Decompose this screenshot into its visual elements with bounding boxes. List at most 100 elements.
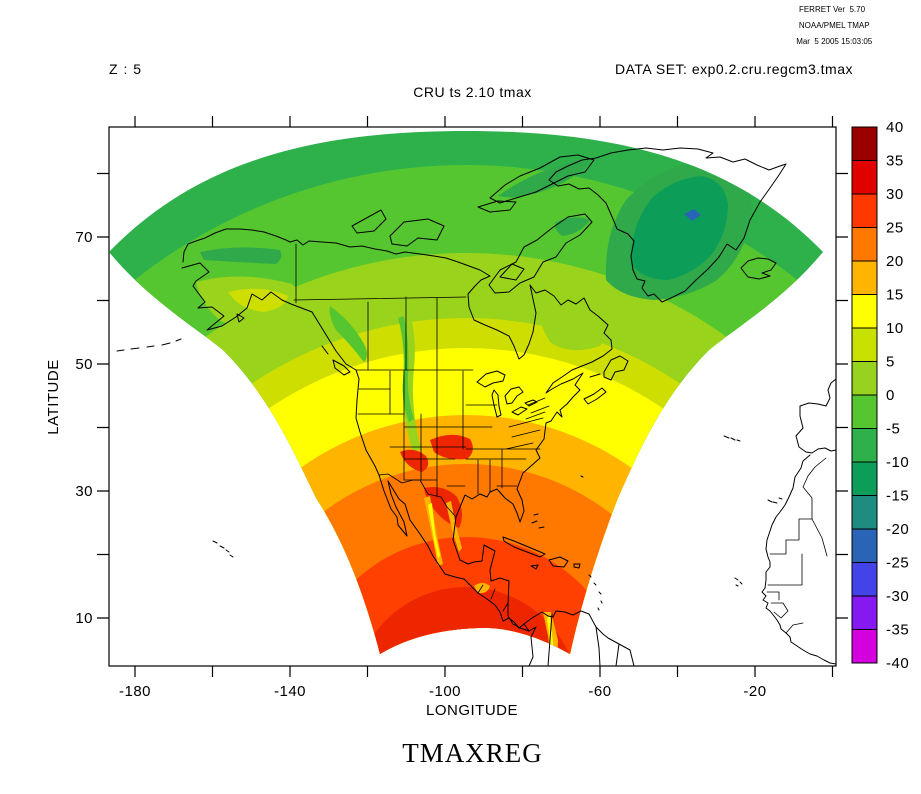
stamp-line-3: Mar 5 2005 15:03:05: [796, 37, 873, 46]
azores: [723, 435, 741, 442]
south-america-coast: [523, 610, 635, 667]
cuba: [502, 536, 546, 558]
colorbar-segment: [851, 260, 878, 295]
sierra-madre-ori-patch: [446, 501, 462, 552]
colorbar-label: -30: [886, 588, 909, 605]
x-tick-label: -140: [274, 683, 306, 700]
colorbar-label: -25: [886, 555, 909, 572]
africa-west-coast: [761, 454, 837, 665]
colorbar-segment: [851, 227, 878, 262]
colorbar-label: 35: [886, 153, 904, 170]
lesser-antilles: [588, 574, 603, 611]
x-axis-title: LONGITUDE: [426, 702, 518, 719]
colorbar-segment: [851, 193, 878, 228]
anticosti-island: [589, 373, 601, 378]
jamaica: [530, 564, 539, 570]
colorbar-label: 15: [886, 287, 904, 304]
newfoundland: [603, 355, 629, 381]
hispaniola: [548, 556, 569, 568]
canary-islands: [767, 497, 783, 504]
baffin-cool-patch: [554, 217, 590, 236]
haida-gwaii: [321, 345, 329, 355]
anomaly-patches: [196, 158, 752, 654]
bermuda: [580, 475, 584, 478]
colorbar-label: 20: [886, 253, 904, 270]
colorbar-segment: [851, 294, 878, 329]
z-level-label: Z : 5: [109, 61, 143, 77]
cape-verde-islands: [734, 577, 743, 587]
y-axis-title: LATITUDE: [45, 359, 62, 434]
ellesmere-island: [489, 154, 595, 204]
colorbar-segment: [851, 428, 878, 463]
ellesmere-cool-patch: [498, 158, 592, 198]
colorbar-label: -20: [886, 521, 909, 538]
iceland-outline: [740, 257, 777, 280]
colorbar-segment: [851, 629, 878, 664]
baffin-island: [488, 213, 593, 294]
y-tick-label: 50: [75, 356, 93, 373]
y-tick-label: 10: [75, 610, 93, 627]
coastlines-layer: [116, 147, 837, 667]
colorbar-segment: [851, 528, 878, 563]
colorbar-label: -10: [886, 454, 909, 471]
lake-michigan: [491, 389, 502, 418]
sierra-madre-occ-core: [428, 503, 440, 558]
southampton-island: [499, 263, 525, 281]
brooks-range-patch: [200, 247, 282, 264]
colorbar-label: 10: [886, 320, 904, 337]
greenland-icecap-patch: [630, 176, 728, 280]
x-tick-label: -20: [743, 683, 766, 700]
y-tick-label: 70: [75, 229, 93, 246]
axis-ticks: [97, 116, 848, 677]
puerto-rico: [573, 563, 581, 569]
south-america-borders: [547, 613, 620, 667]
y-tick-label: 30: [75, 483, 93, 500]
aleutian-islands: [116, 338, 182, 352]
victoria-island: [389, 218, 445, 247]
x-tick-label: -100: [429, 683, 461, 700]
north-america-atlantic-arctic-coast: [182, 228, 613, 632]
greenland-cold-spot: [684, 209, 701, 221]
canada-60n-border: [293, 296, 467, 371]
colorbar: [851, 126, 878, 664]
greenland-outline: [548, 147, 787, 303]
colorbar-label: -15: [886, 488, 909, 505]
colorbar-label: -35: [886, 622, 909, 639]
colorbar-segment: [851, 394, 878, 429]
colorbar-segment: [851, 126, 878, 161]
nova-scotia: [583, 387, 607, 405]
stamp-line-2: NOAA/PMEL TMAP: [798, 21, 870, 30]
colorbar-label: 5: [886, 354, 895, 371]
colorbar-label: 25: [886, 220, 904, 237]
colorbar-label: -5: [886, 421, 900, 438]
colorbar-segment: [851, 160, 878, 195]
x-tick-label: -60: [588, 683, 611, 700]
colorbar-segment: [851, 361, 878, 396]
lake-huron: [504, 386, 524, 405]
lake-superior: [476, 370, 506, 388]
stamp-line-1: FERRET Ver 5.70: [798, 5, 866, 14]
guatemala-highland-patch: [474, 583, 490, 594]
lake-erie: [511, 406, 528, 416]
colorbar-label: 40: [886, 119, 904, 136]
dataset-label: DATA SET: exp0.2.cru.regcm3.tmax: [614, 61, 853, 77]
colorbar-labels: 40 35 30 25 20 15 10 5 0 -5 -10 -15 -20 …: [886, 119, 909, 672]
kodiak-island: [236, 313, 245, 323]
colorbar-label: -40: [886, 655, 909, 672]
x-tick-labels: -180 -140 -100 -60 -20: [119, 683, 766, 700]
ferret-version-stamp: FERRET Ver 5.70 NOAA/PMEL TMAP Mar 5 200…: [780, 6, 884, 46]
y-tick-labels: 70 50 30 10: [75, 229, 93, 627]
colorbar-label: 30: [886, 186, 904, 203]
colorbar-label: 0: [886, 387, 895, 404]
colorbar-segment: [851, 562, 878, 597]
devon-island: [477, 200, 517, 213]
x-tick-label: -180: [119, 683, 151, 700]
colorbar-segment: [851, 495, 878, 530]
variable-title: TMAXREG: [402, 738, 543, 768]
us-mexico-border: [378, 473, 457, 518]
colorbar-segment: [851, 327, 878, 362]
us-state-grid: [357, 297, 550, 498]
banks-island: [351, 209, 387, 234]
